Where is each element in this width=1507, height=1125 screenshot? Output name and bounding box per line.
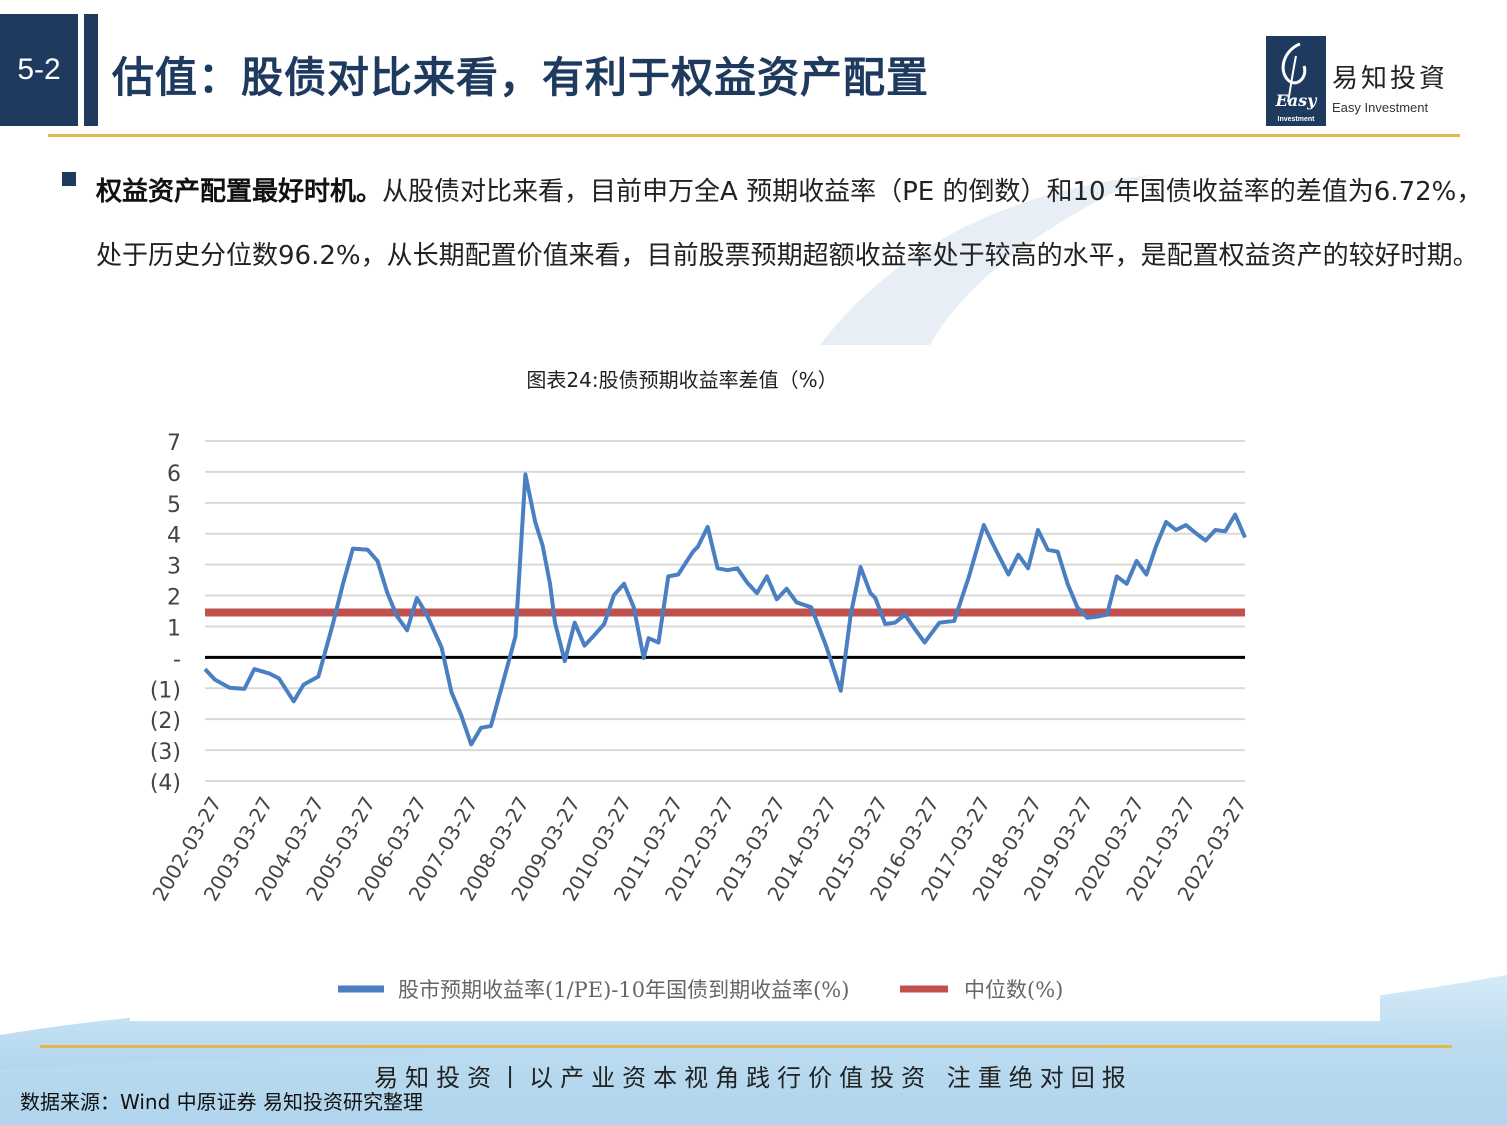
y-tick-label: 1 — [167, 616, 181, 641]
logo-name-cn: 易知投資 — [1332, 64, 1449, 94]
chart-title: 图表24:股债预期收益率差值（%） — [526, 368, 838, 392]
logo-mark-text: Easy — [1275, 91, 1319, 110]
legend-label-median: 中位数(%) — [964, 978, 1063, 1002]
y-tick-label: 7 — [167, 431, 181, 456]
header-accent-bar — [84, 14, 98, 126]
summary-text: 从股债对比来看，目前申万全A 预期收益率（PE 的倒数）和10 年国债收益率的差… — [96, 177, 1483, 271]
y-tick-label: 3 — [167, 555, 181, 580]
data-source: 数据来源：Wind 中原证券 易知投资研究整理 — [20, 1090, 423, 1114]
legend-label-spread: 股市预期收益率(1/PE)-10年国债到期收益率(%) — [398, 978, 849, 1002]
y-tick-label: 6 — [167, 462, 181, 487]
y-tick-label: (2) — [150, 709, 181, 734]
logo-mark-subtext: Investment — [1278, 116, 1316, 123]
footer-divider — [40, 1045, 1452, 1048]
logo-swirl-icon: Easy Investment — [1275, 42, 1319, 123]
y-tick-label: 4 — [167, 524, 181, 549]
y-tick-label: (3) — [150, 740, 181, 765]
y-tick-label: 5 — [167, 493, 181, 518]
y-tick-label: - — [173, 647, 181, 672]
logo-mark: Easy Investment — [1266, 36, 1326, 126]
summary-paragraph: 权益资产配置最好时机。从股债对比来看，目前申万全A 预期收益率（PE 的倒数）和… — [96, 160, 1486, 288]
y-tick-label: 2 — [167, 586, 181, 611]
logo-name-en: Easy Investment — [1332, 100, 1429, 115]
header-divider — [48, 134, 1460, 137]
series-line-spread — [203, 472, 1247, 747]
bullet-square-icon — [62, 172, 76, 186]
page-title: 估值：股债对比来看，有利于权益资产配置 — [112, 53, 930, 102]
chart-panel — [130, 345, 1380, 1021]
footer-slogan: 易知投资丨以产业资本视角践行价值投资 注重绝对回报 — [374, 1064, 1133, 1092]
section-number: 5-2 — [0, 14, 78, 126]
y-tick-label: (1) — [150, 678, 181, 703]
y-tick-label: (4) — [150, 771, 181, 796]
summary-lead: 权益资产配置最好时机。 — [96, 177, 383, 207]
